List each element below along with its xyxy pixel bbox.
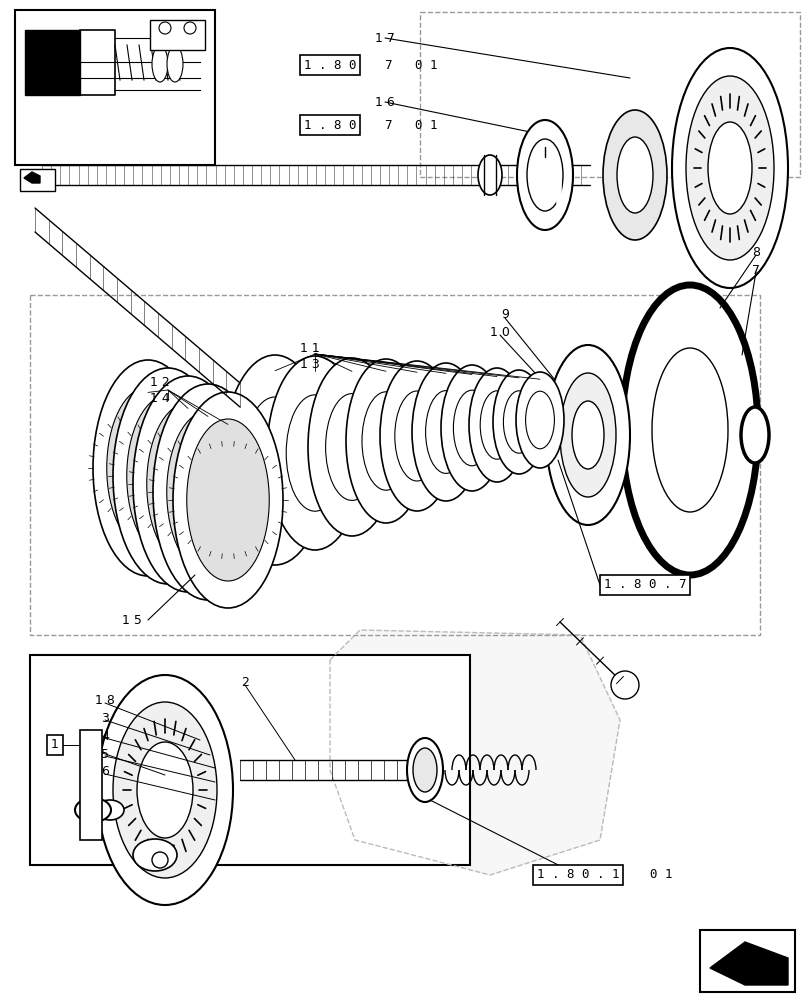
Ellipse shape (147, 403, 229, 565)
Ellipse shape (525, 391, 554, 449)
Ellipse shape (243, 397, 306, 523)
Bar (30, 295, 759, 635)
Text: 6: 6 (101, 765, 109, 778)
Text: 5: 5 (101, 748, 109, 760)
Bar (15, 10, 215, 165)
Ellipse shape (223, 355, 327, 565)
Circle shape (610, 671, 638, 699)
Text: 1 3: 1 3 (300, 358, 320, 370)
Ellipse shape (152, 384, 263, 600)
Ellipse shape (411, 363, 479, 501)
Circle shape (159, 22, 171, 34)
Text: 7: 7 (751, 263, 759, 276)
Ellipse shape (113, 368, 223, 584)
Ellipse shape (492, 370, 544, 474)
Ellipse shape (362, 392, 410, 490)
Ellipse shape (406, 738, 443, 802)
Ellipse shape (97, 675, 233, 905)
Bar (699, 930, 794, 992)
Ellipse shape (166, 411, 249, 573)
Ellipse shape (526, 139, 562, 211)
Circle shape (84, 748, 98, 762)
Bar (20, 169, 55, 191)
Text: 1 7: 1 7 (375, 32, 394, 45)
Bar (419, 12, 799, 177)
Text: 7   0 1: 7 0 1 (384, 119, 437, 132)
Ellipse shape (478, 155, 501, 195)
Ellipse shape (616, 137, 652, 213)
Text: 1: 1 (51, 738, 59, 752)
Ellipse shape (96, 800, 124, 820)
Bar (80, 730, 102, 840)
Text: 1 . 8 0 . 7: 1 . 8 0 . 7 (603, 578, 685, 591)
Text: 1 . 8 0: 1 . 8 0 (303, 119, 356, 132)
Ellipse shape (127, 395, 209, 557)
Ellipse shape (440, 365, 502, 491)
Ellipse shape (672, 48, 787, 288)
Text: 0 1: 0 1 (634, 868, 672, 881)
Ellipse shape (133, 376, 242, 592)
Text: 4: 4 (101, 730, 109, 742)
Ellipse shape (285, 395, 343, 511)
Text: 1 2: 1 2 (150, 375, 169, 388)
Polygon shape (329, 630, 620, 875)
Ellipse shape (380, 361, 453, 511)
Ellipse shape (152, 46, 168, 82)
Text: 3: 3 (101, 712, 109, 724)
Circle shape (152, 852, 168, 868)
Text: 8: 8 (751, 245, 759, 258)
Text: 1 . 8 0: 1 . 8 0 (303, 59, 356, 72)
Text: 2: 2 (241, 676, 249, 688)
Ellipse shape (75, 798, 111, 822)
Circle shape (84, 818, 98, 832)
Ellipse shape (106, 387, 189, 549)
Ellipse shape (685, 76, 773, 260)
Ellipse shape (453, 390, 490, 466)
Ellipse shape (394, 391, 439, 481)
Ellipse shape (515, 372, 564, 468)
Ellipse shape (707, 122, 751, 214)
Ellipse shape (173, 392, 283, 608)
Ellipse shape (413, 748, 436, 792)
Text: 1 8: 1 8 (95, 694, 115, 706)
Ellipse shape (133, 839, 177, 871)
Bar (30, 655, 470, 865)
Ellipse shape (113, 702, 217, 878)
Ellipse shape (93, 360, 203, 576)
Ellipse shape (560, 373, 616, 497)
Text: 9: 9 (500, 308, 508, 322)
Ellipse shape (571, 401, 603, 469)
Polygon shape (24, 172, 40, 183)
Ellipse shape (137, 742, 193, 838)
Ellipse shape (740, 407, 768, 463)
Ellipse shape (603, 110, 666, 240)
Ellipse shape (425, 391, 466, 473)
Ellipse shape (651, 348, 727, 512)
Ellipse shape (187, 419, 269, 581)
Ellipse shape (621, 285, 757, 575)
Ellipse shape (469, 368, 525, 482)
Ellipse shape (517, 120, 573, 230)
Ellipse shape (267, 356, 363, 550)
Text: 1 0: 1 0 (490, 326, 509, 338)
Ellipse shape (503, 391, 534, 453)
Text: 1 6: 1 6 (375, 96, 394, 109)
Bar (25, 30, 80, 95)
Text: 1 1: 1 1 (300, 342, 320, 355)
Text: 1 . 8 0 . 1: 1 . 8 0 . 1 (536, 868, 619, 881)
Ellipse shape (325, 394, 378, 500)
Bar (150, 20, 204, 50)
Polygon shape (709, 942, 787, 985)
Text: 1 5: 1 5 (122, 613, 142, 626)
Circle shape (184, 22, 195, 34)
Ellipse shape (307, 358, 396, 536)
Ellipse shape (545, 345, 629, 525)
Ellipse shape (167, 46, 182, 82)
Ellipse shape (479, 391, 513, 459)
Ellipse shape (345, 359, 426, 523)
Text: 1 4: 1 4 (150, 391, 169, 404)
Text: 7   0 1: 7 0 1 (384, 59, 437, 72)
